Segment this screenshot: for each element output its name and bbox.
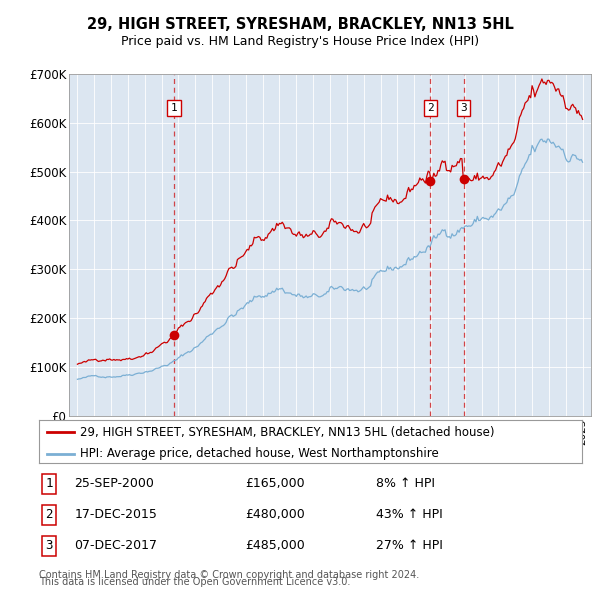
- Text: £485,000: £485,000: [245, 539, 305, 552]
- Text: 29, HIGH STREET, SYRESHAM, BRACKLEY, NN13 5HL (detached house): 29, HIGH STREET, SYRESHAM, BRACKLEY, NN1…: [80, 425, 494, 438]
- Text: 1: 1: [170, 103, 177, 113]
- Text: 2: 2: [427, 103, 434, 113]
- Text: 27% ↑ HPI: 27% ↑ HPI: [376, 539, 443, 552]
- Text: This data is licensed under the Open Government Licence v3.0.: This data is licensed under the Open Gov…: [39, 578, 350, 587]
- Text: 3: 3: [45, 539, 53, 552]
- Text: Contains HM Land Registry data © Crown copyright and database right 2024.: Contains HM Land Registry data © Crown c…: [39, 570, 419, 579]
- Text: HPI: Average price, detached house, West Northamptonshire: HPI: Average price, detached house, West…: [80, 447, 439, 460]
- Text: 3: 3: [460, 103, 467, 113]
- Text: 29, HIGH STREET, SYRESHAM, BRACKLEY, NN13 5HL: 29, HIGH STREET, SYRESHAM, BRACKLEY, NN1…: [86, 17, 514, 32]
- Text: 43% ↑ HPI: 43% ↑ HPI: [376, 508, 442, 522]
- Text: Price paid vs. HM Land Registry's House Price Index (HPI): Price paid vs. HM Land Registry's House …: [121, 35, 479, 48]
- Text: 07-DEC-2017: 07-DEC-2017: [74, 539, 157, 552]
- Text: £480,000: £480,000: [245, 508, 305, 522]
- Text: 1: 1: [45, 477, 53, 490]
- Text: 17-DEC-2015: 17-DEC-2015: [74, 508, 157, 522]
- Text: £165,000: £165,000: [245, 477, 305, 490]
- Text: 2: 2: [45, 508, 53, 522]
- Text: 8% ↑ HPI: 8% ↑ HPI: [376, 477, 434, 490]
- Text: 25-SEP-2000: 25-SEP-2000: [74, 477, 154, 490]
